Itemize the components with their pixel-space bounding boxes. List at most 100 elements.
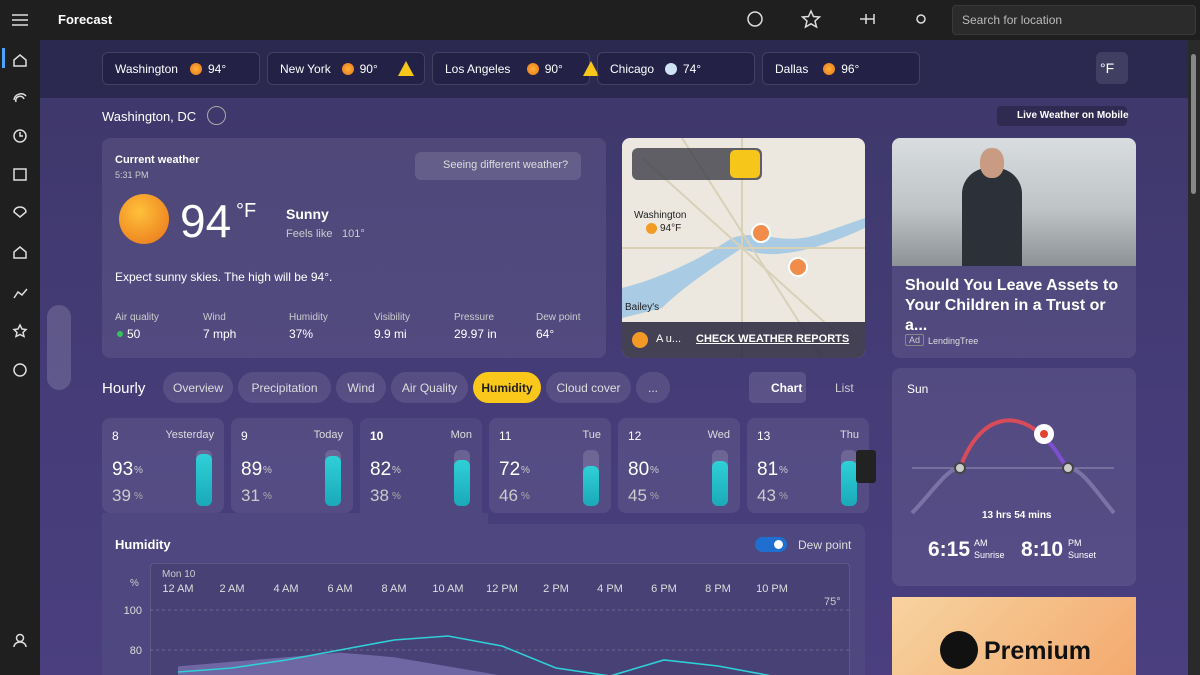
- weather-icon: [526, 63, 539, 75]
- chart-button[interactable]: Chart: [749, 372, 806, 403]
- day-high: 80: [628, 459, 650, 480]
- account-icon[interactable]: [15, 633, 25, 643]
- list-button[interactable]: List: [808, 372, 865, 403]
- app-title: Forecast: [58, 12, 113, 27]
- theme-icon[interactable]: [916, 14, 926, 24]
- scroll-thumb[interactable]: [1191, 54, 1196, 194]
- location-pill[interactable]: Washington 94°: [102, 52, 260, 85]
- humidity-bar: [454, 460, 470, 506]
- plot-area: [150, 563, 850, 675]
- day-card[interactable]: 9 Today 89% 31%: [231, 418, 353, 513]
- active-indicator: [2, 48, 5, 68]
- map-card[interactable]: Washington 94°F Bailey's A u... CHECK WEATHE…: [622, 138, 865, 358]
- map-footer-icon: [632, 332, 648, 348]
- ad-face: [980, 148, 1004, 178]
- menu-icon[interactable]: [12, 14, 28, 26]
- x-tick-label: 2 AM: [219, 583, 245, 595]
- tab-label: Overview: [172, 381, 223, 395]
- trends-icon[interactable]: [13, 288, 28, 299]
- tab[interactable]: Precipitation: [238, 372, 331, 403]
- day-card[interactable]: 10 Mon 82% 38%: [360, 418, 482, 524]
- favorites-icon[interactable]: [12, 323, 28, 338]
- x-tick-label: 12 AM: [162, 583, 194, 595]
- humidity-bar: [712, 461, 728, 506]
- sun-card: Sun 13 hrs 54 mins 6:15 AM Sunrise 8:10 PM Suns…: [892, 368, 1136, 586]
- detail-value: 37%: [289, 327, 314, 341]
- unit-toggle[interactable]: [1096, 52, 1128, 84]
- detail-label: Humidity: [289, 312, 328, 323]
- chart-panel: [102, 524, 865, 675]
- pin-icon[interactable]: [860, 14, 875, 24]
- day-name: Wed: [707, 429, 730, 441]
- calendar-icon[interactable]: [13, 168, 27, 181]
- weather-icon: [823, 63, 836, 75]
- life-icon[interactable]: [13, 246, 27, 259]
- home-icon[interactable]: [13, 54, 27, 67]
- map-pin: [788, 257, 808, 277]
- emoji-icon[interactable]: [13, 363, 27, 377]
- map-chat-btn[interactable]: [730, 150, 760, 178]
- location-pill[interactable]: Chicago 74°: [597, 52, 755, 85]
- unit-toggle-label[interactable]: °F: [1100, 60, 1115, 76]
- refresh-icon[interactable]: [747, 11, 763, 27]
- tab[interactable]: Cloud cover: [546, 372, 631, 403]
- sunrise-dot: [954, 462, 966, 474]
- humidity-bar: [325, 456, 341, 506]
- hourly-icon[interactable]: [13, 129, 27, 143]
- alert-icon[interactable]: [397, 61, 414, 76]
- feels-like: 101°: [342, 228, 365, 240]
- favorite-icon[interactable]: [800, 9, 822, 29]
- day-card[interactable]: 11 Tue 72% 46%: [489, 418, 611, 513]
- location-pill[interactable]: Los Angeles 90°: [432, 52, 599, 85]
- promo-card[interactable]: Premium: [892, 597, 1136, 675]
- chart-title: Humidity: [115, 537, 171, 552]
- tab-label: ...: [647, 381, 658, 395]
- unit: %: [650, 491, 659, 502]
- side-slider[interactable]: [47, 305, 71, 390]
- radar-icon[interactable]: [13, 93, 27, 103]
- maps-icon[interactable]: [13, 206, 27, 218]
- summary: Expect sunny skies. The high will be 94°…: [115, 270, 333, 284]
- day-card[interactable]: 12 Wed 80% 45%: [618, 418, 740, 513]
- unit: %: [521, 465, 530, 476]
- location-pill[interactable]: New York 90°: [267, 52, 425, 85]
- day-name: Tue: [582, 429, 601, 441]
- tab-label: Precipitation: [251, 381, 318, 395]
- sun-duration: 13 hrs 54 mins: [982, 510, 1052, 521]
- home-button[interactable]: [207, 106, 226, 125]
- detail-value: 29.97 in: [454, 327, 497, 341]
- tab[interactable]: Air Quality: [391, 372, 468, 403]
- day-date: 11: [499, 429, 512, 443]
- sunset-label: Sunset: [1068, 550, 1097, 560]
- dew-toggle-knob: [774, 540, 783, 549]
- tab[interactable]: Wind: [336, 372, 386, 403]
- tab[interactable]: ...: [636, 372, 670, 403]
- day-card[interactable]: 8 Yesterday 93% 39%: [102, 418, 224, 513]
- humidity-bar: [583, 465, 599, 506]
- alert-icon[interactable]: [582, 61, 599, 76]
- day-date: 10: [370, 429, 384, 443]
- x-tick-label: 10 AM: [432, 583, 464, 595]
- ad-card[interactable]: Should You Leave Assets to Your Children…: [892, 138, 1136, 358]
- day-low: 46: [499, 486, 518, 505]
- day-date: 9: [241, 429, 248, 443]
- map-pin: [751, 223, 771, 243]
- location-pill[interactable]: Dallas 96°: [762, 52, 920, 85]
- map-temp: 94°F: [660, 223, 682, 234]
- mobile-button[interactable]: Live Weather on Mobile: [997, 106, 1129, 126]
- sunset-time: 8:10: [1021, 538, 1064, 561]
- tab[interactable]: Humidity: [473, 372, 541, 403]
- roads: [622, 138, 865, 358]
- next-arrow[interactable]: [856, 450, 876, 483]
- x-tick-label: 8 AM: [381, 583, 407, 595]
- search-box[interactable]: [952, 5, 1196, 35]
- feedback-button[interactable]: Seeing different weather?: [415, 152, 581, 180]
- x-tick-label: 8 PM: [705, 583, 731, 595]
- sunset-dot: [1062, 462, 1074, 474]
- detail-value: 64°: [536, 327, 555, 341]
- map-cta[interactable]: CHECK WEATHER REPORTS: [696, 333, 850, 345]
- map-footer: A u... CHECK WEATHER REPORTS: [622, 322, 865, 358]
- tab[interactable]: Overview: [163, 372, 233, 403]
- day-card[interactable]: 13 Thu 81% 43%: [747, 418, 869, 513]
- detail-value: 7 mph: [203, 327, 237, 341]
